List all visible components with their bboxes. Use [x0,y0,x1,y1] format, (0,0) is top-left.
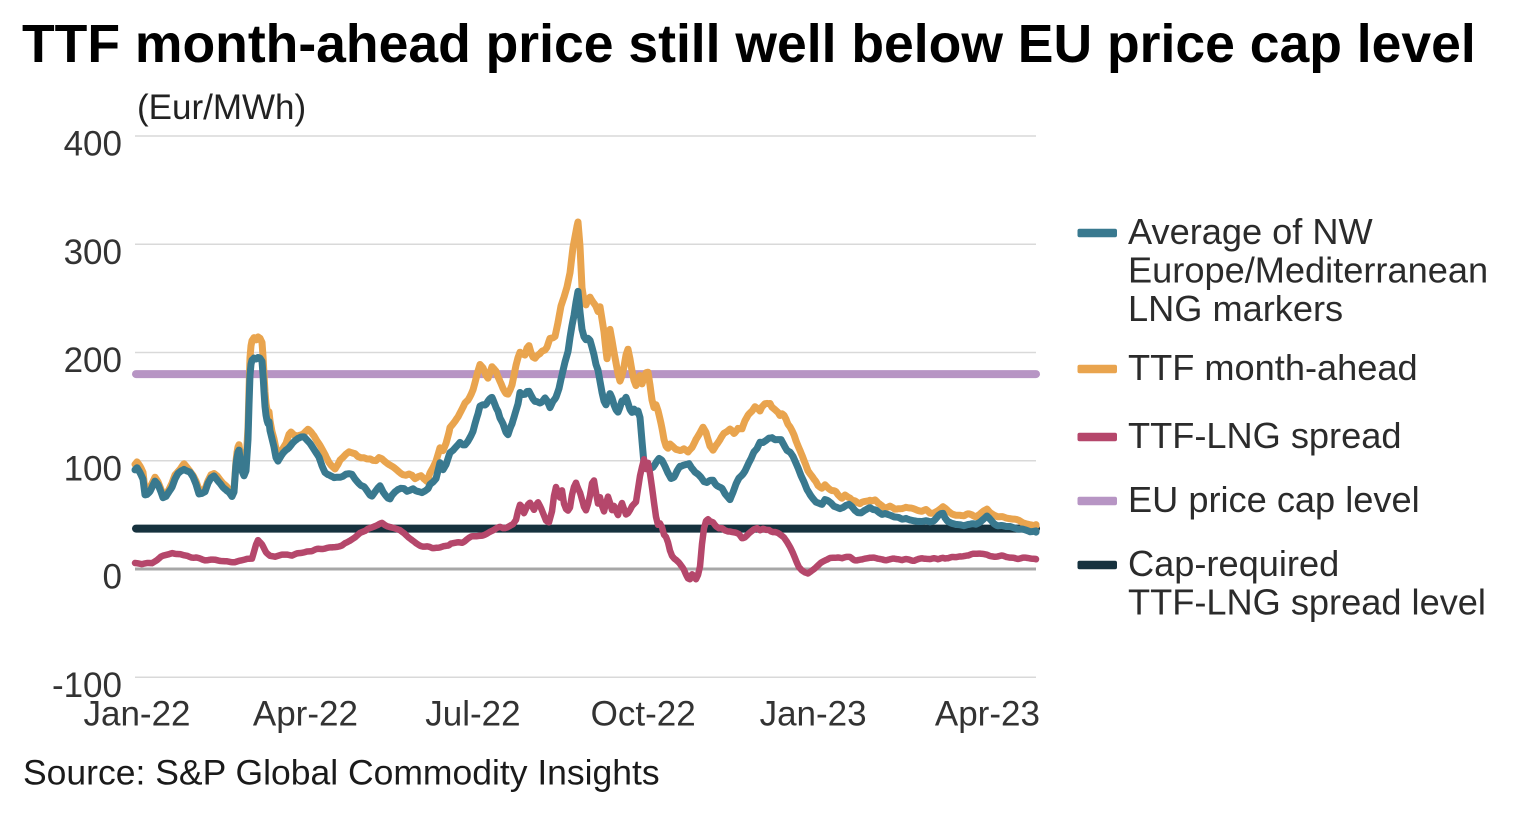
svg-text:TTF month-ahead: TTF month-ahead [1128,347,1418,388]
svg-text:Oct-22: Oct-22 [591,695,696,734]
svg-text:Jan-22: Jan-22 [83,695,190,734]
svg-text:0: 0 [103,558,122,597]
svg-text:Cap-required: Cap-required [1128,543,1339,584]
svg-text:(Eur/MWh): (Eur/MWh) [137,88,306,127]
svg-text:TTF-LNG spread: TTF-LNG spread [1128,415,1401,456]
svg-text:Source: S&P Global Commodity I: Source: S&P Global Commodity Insights [23,753,660,793]
svg-text:100: 100 [64,449,122,488]
svg-text:TTF month-ahead price still we: TTF month-ahead price still well below E… [22,15,1476,74]
svg-text:Apr-23: Apr-23 [935,695,1040,734]
svg-text:400: 400 [64,125,122,164]
svg-text:300: 300 [64,233,122,272]
svg-text:EU price cap level: EU price cap level [1128,479,1420,520]
svg-text:Average of NW: Average of NW [1128,211,1374,252]
svg-text:TTF-LNG spread level: TTF-LNG spread level [1128,581,1486,622]
svg-text:200: 200 [64,341,122,380]
svg-text:Apr-22: Apr-22 [253,695,358,734]
svg-text:Jul-22: Jul-22 [425,695,520,734]
svg-text:Jan-23: Jan-23 [760,695,867,734]
svg-text:Europe/Mediterranean: Europe/Mediterranean [1128,249,1488,290]
svg-text:-100: -100 [52,666,122,705]
svg-text:LNG markers: LNG markers [1128,288,1343,329]
